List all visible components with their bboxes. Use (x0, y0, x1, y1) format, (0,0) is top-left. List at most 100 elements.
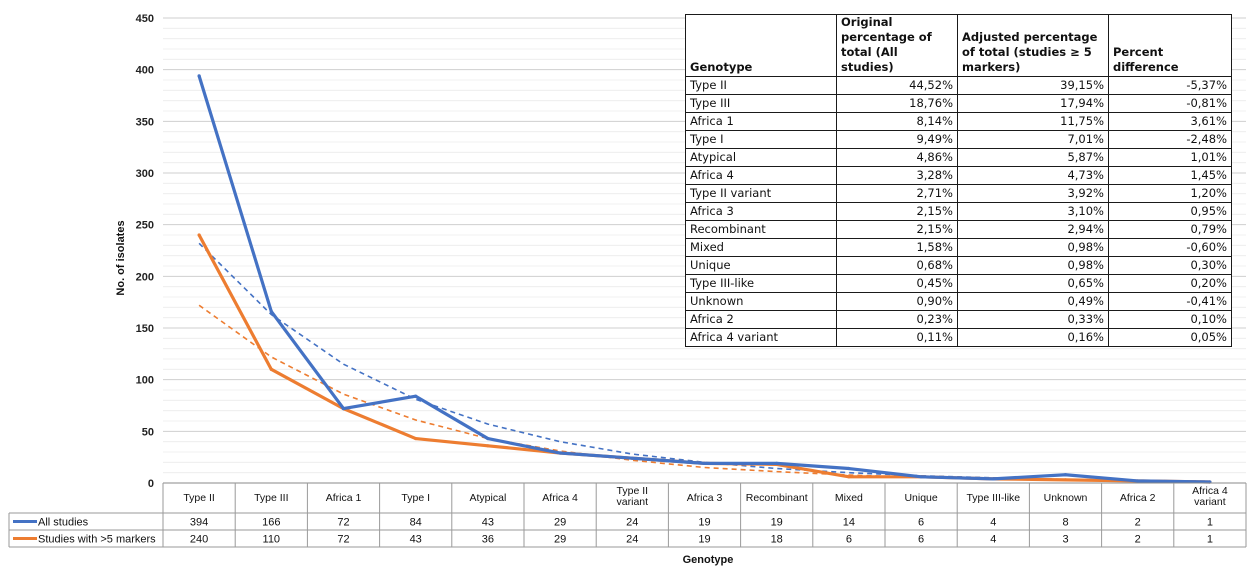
percentage-table-row: Africa 4 variant 0,11% 0,16% 0,05% (685, 328, 1232, 347)
percentage-cell: 1,45% (1108, 166, 1232, 185)
data-point (269, 309, 273, 314)
percentage-cell: 17,94% (957, 94, 1109, 113)
genotype-cell: Africa 4 variant (685, 328, 837, 347)
percentage-table-row: Type II 44,52% 39,15% -5,37% (685, 76, 1232, 95)
table-value: 3 (1062, 534, 1068, 546)
table-value: 2 (1135, 534, 1141, 546)
percentage-cell: 3,61% (1108, 112, 1232, 131)
table-value: 24 (626, 534, 638, 546)
table-value: 1 (1207, 534, 1213, 546)
genotype-cell: Unknown (685, 292, 837, 311)
table-value: 19 (698, 517, 710, 529)
y-tick-label: 450 (136, 13, 154, 25)
percentage-table-row: Atypical 4,86% 5,87% 1,01% (685, 148, 1232, 167)
percentage-table-row: Africa 1 8,14% 11,75% 3,61% (685, 112, 1232, 131)
y-tick-label: 400 (136, 65, 154, 77)
x-tick-label: Type I (401, 492, 430, 504)
data-point (1136, 479, 1140, 483)
genotype-cell: Atypical (685, 148, 837, 167)
percentage-cell: 0,98% (957, 256, 1109, 275)
header-genotype: Genotype (685, 14, 837, 77)
percentage-cell: 0,49% (957, 292, 1109, 311)
genotype-cell: Unique (685, 256, 837, 275)
x-tick-label: variant (1194, 496, 1226, 508)
table-value: 72 (337, 534, 349, 546)
x-tick-label: Africa 1 (326, 492, 362, 504)
genotype-cell: Africa 1 (685, 112, 837, 131)
data-point (414, 436, 418, 441)
data-point (197, 233, 201, 237)
header-adjusted-percentage: Adjusted percentage of total (studies ≥ … (957, 14, 1109, 77)
table-value: 166 (262, 517, 280, 529)
header-percent-difference: Percent difference (1108, 14, 1232, 77)
percentage-cell: 2,71% (836, 184, 958, 203)
percentage-cell: 0,98% (957, 238, 1109, 257)
percentage-cell: 1,20% (1108, 184, 1232, 203)
y-axis-label: No. of isolates (115, 220, 127, 295)
table-value: 110 (263, 534, 281, 546)
percentage-table-row: Africa 4 3,28% 4,73% 1,45% (685, 166, 1232, 185)
genotype-cell: Africa 3 (685, 202, 837, 221)
table-value: 29 (554, 534, 566, 546)
y-tick-label: 0 (148, 478, 154, 490)
percentage-cell: 1,58% (836, 238, 958, 257)
data-point (847, 475, 851, 479)
table-value: 6 (918, 517, 924, 529)
data-point (486, 444, 490, 448)
percentage-cell: -5,37% (1108, 76, 1232, 95)
percentage-cell: 0,11% (836, 328, 958, 347)
data-point (919, 475, 923, 479)
y-tick-label: 50 (142, 426, 154, 438)
percentage-cell: 4,73% (957, 166, 1109, 185)
percentage-cell: -0,41% (1108, 292, 1232, 311)
x-tick-label: Type II (183, 492, 215, 504)
percentage-cell: 3,92% (957, 184, 1109, 203)
table-value: 29 (554, 517, 566, 529)
percentage-cell: 0,33% (957, 310, 1109, 329)
genotype-cell: Type III-like (685, 274, 837, 293)
table-value: 394 (190, 517, 208, 529)
percentage-cell: 0,79% (1108, 220, 1232, 239)
percentage-cell: -0,60% (1108, 238, 1232, 257)
table-value: 6 (846, 534, 852, 546)
series-lines (197, 74, 1212, 484)
table-value: 6 (918, 534, 924, 546)
table-value: 18 (771, 534, 783, 546)
data-point (1063, 473, 1068, 477)
header-original-percentage: Original percentage of total (All studie… (836, 14, 958, 77)
percentage-cell: -0,81% (1108, 94, 1232, 113)
y-tick-label: 350 (136, 116, 154, 128)
data-point (486, 436, 490, 441)
genotype-cell: Type II variant (685, 184, 837, 203)
x-axis-label: Genotype (683, 554, 734, 566)
data-point (775, 461, 779, 465)
percentage-cell: 0,05% (1108, 328, 1232, 347)
genotype-cell: Type I (685, 130, 837, 149)
percentage-table-row: Type III 18,76% 17,94% -0,81% (685, 94, 1232, 113)
data-point (991, 477, 995, 481)
percentage-cell: 2,15% (836, 202, 958, 221)
table-value: 14 (843, 517, 855, 529)
percentage-cell: -2,48% (1108, 130, 1232, 149)
percentage-table-row: Unique 0,68% 0,98% 0,30% (685, 256, 1232, 275)
table-value: 36 (482, 534, 494, 546)
genotype-cell: Mixed (685, 238, 837, 257)
table-value: 1 (1207, 517, 1213, 529)
percentage-table-row: Africa 2 0,23% 0,33% 0,10% (685, 310, 1232, 329)
percentage-cell: 0,20% (1108, 274, 1232, 293)
genotype-cell: Africa 4 (685, 166, 837, 185)
x-tick-label: Type III-like (966, 492, 1020, 504)
genotype-cell: Africa 2 (685, 310, 837, 329)
percentage-cell: 0,68% (836, 256, 958, 275)
percentage-cell: 1,01% (1108, 148, 1232, 167)
percentage-table-row: Type I 9,49% 7,01% -2,48% (685, 130, 1232, 149)
y-tick-label: 250 (136, 220, 154, 232)
percentage-cell: 2,94% (957, 220, 1109, 239)
percentage-table-row: Unknown 0,90% 0,49% -0,41% (685, 292, 1232, 311)
x-tick-label: Recombinant (746, 492, 808, 504)
table-value: 43 (410, 534, 422, 546)
x-tick-label: Mixed (835, 492, 863, 504)
table-value: 4 (990, 534, 996, 546)
percentage-cell: 7,01% (957, 130, 1109, 149)
percentage-cell: 44,52% (836, 76, 958, 95)
